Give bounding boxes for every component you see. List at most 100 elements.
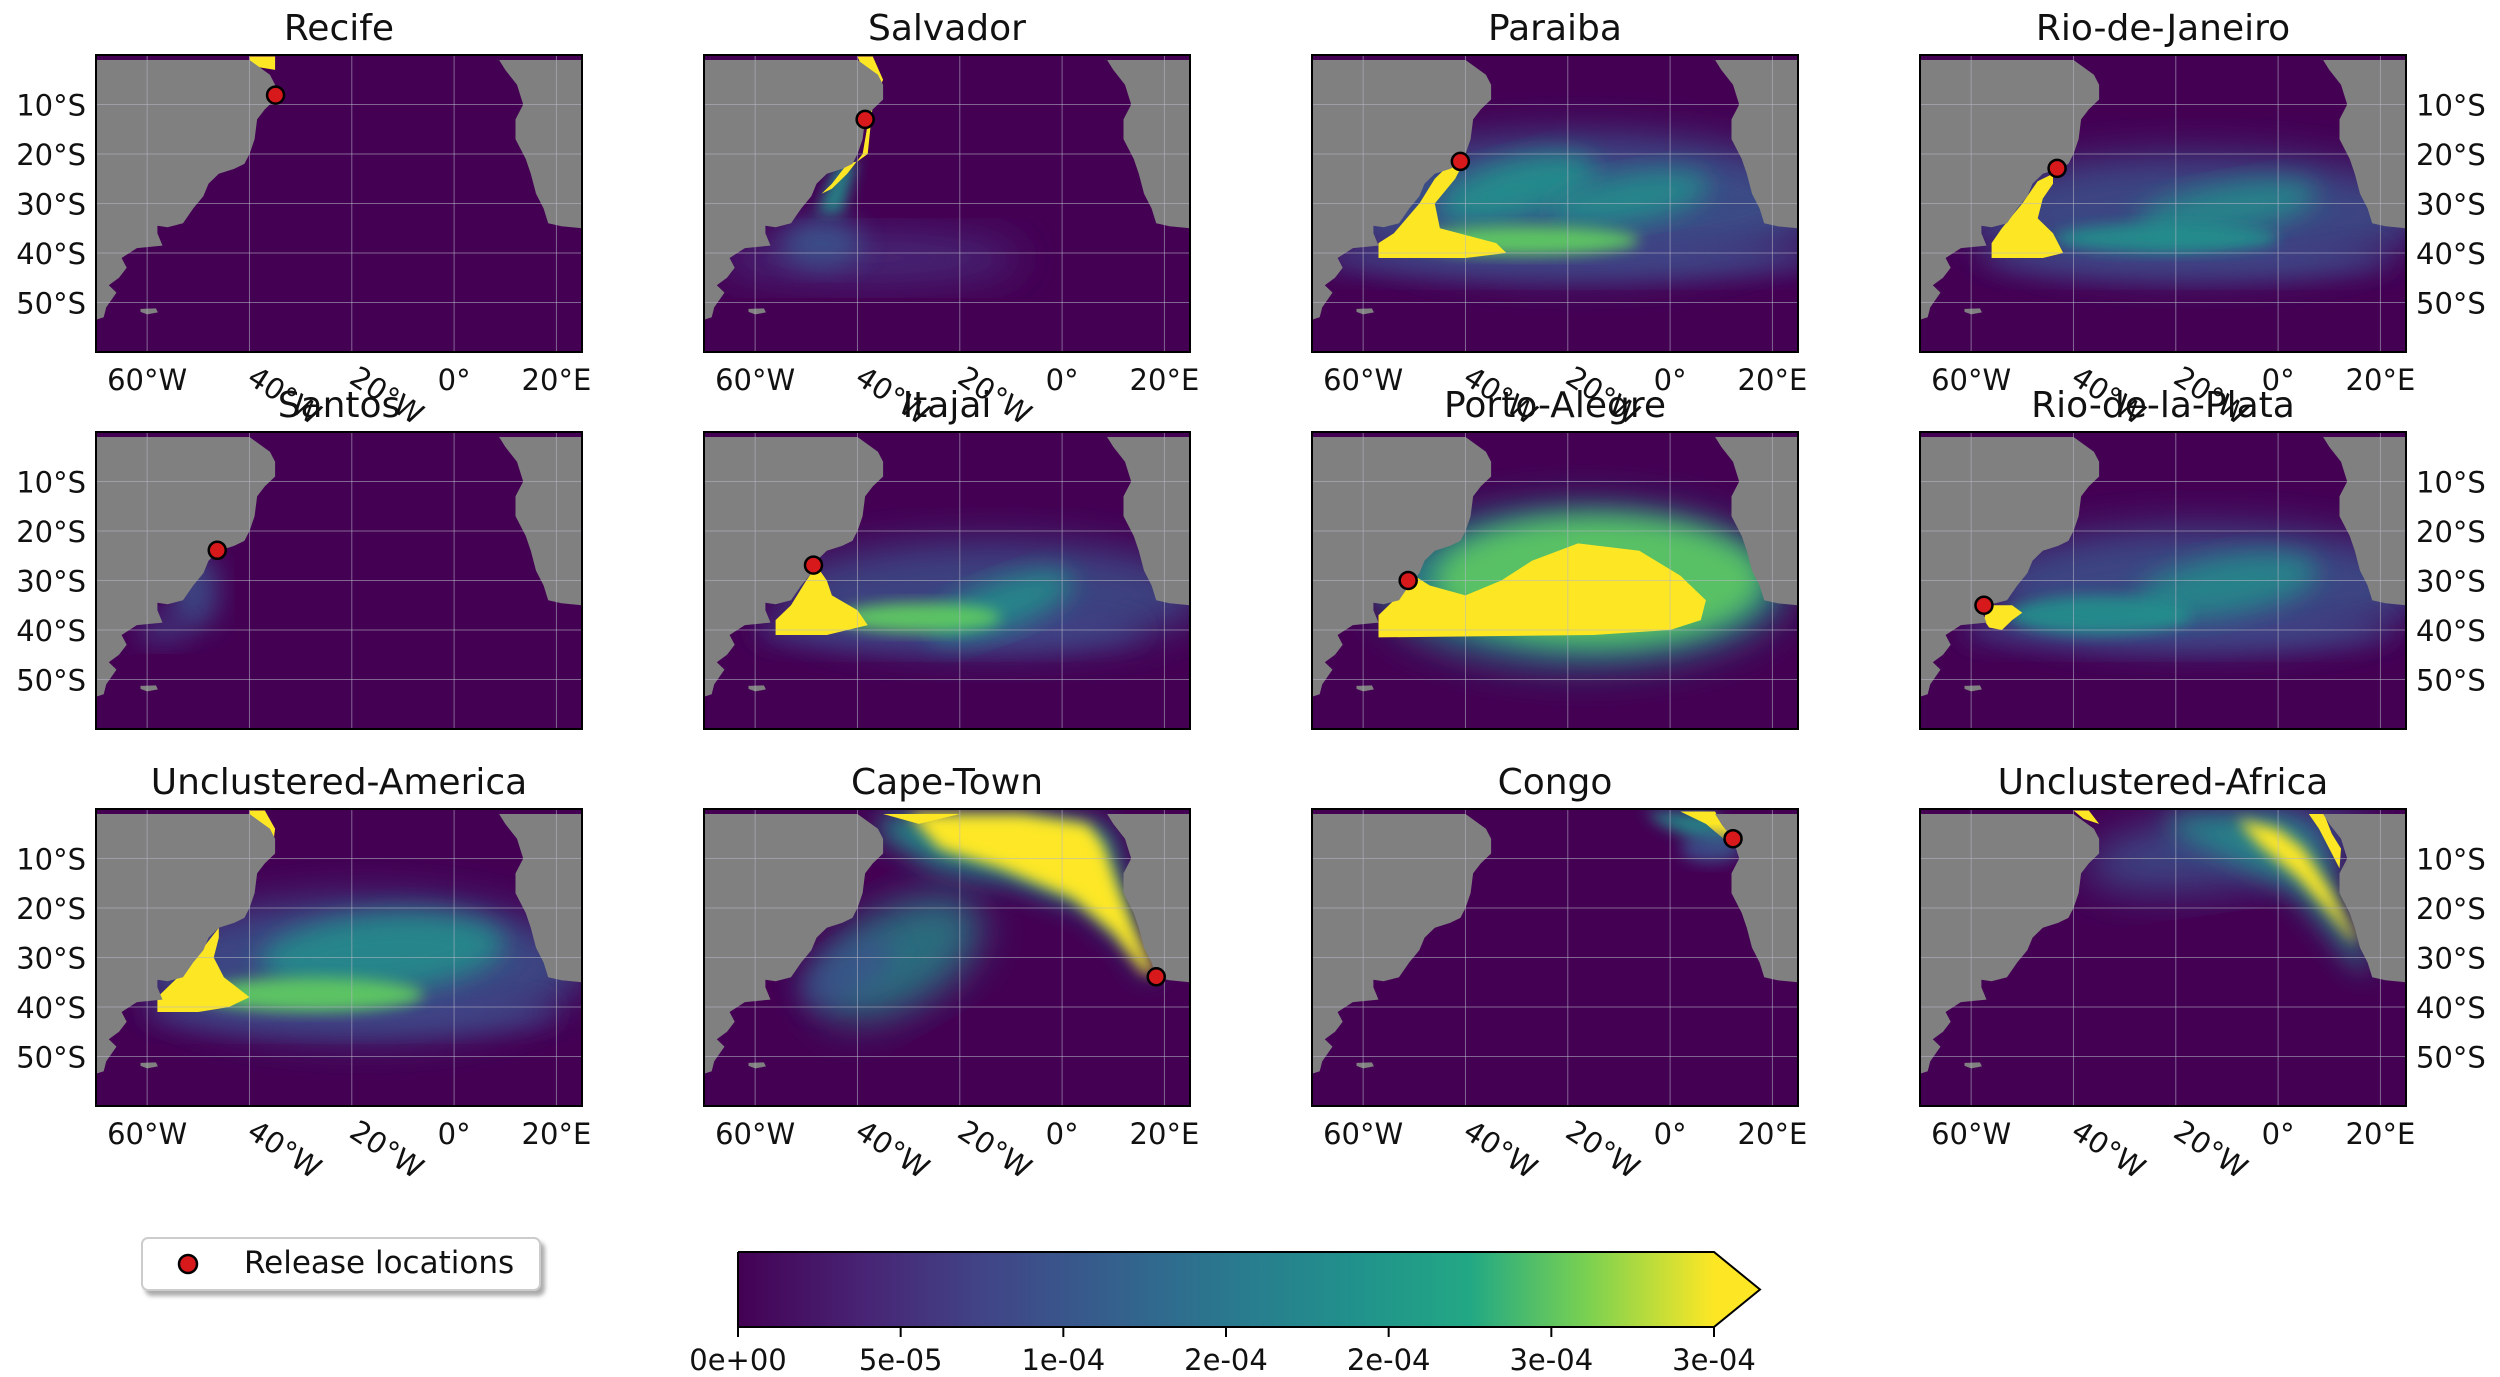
land-falkland-islands [1356,685,1374,692]
density-field [714,56,1022,283]
lat-tick-label: 20°S [16,892,86,926]
lon-tick-label: 20°E [1738,363,1808,397]
land-south-america [1920,814,2100,1074]
land-south-america [1312,437,1492,697]
land-falkland-islands [1356,1062,1374,1069]
lon-tick-label: 20°W [344,1113,430,1185]
lat-tick-label: 10°S [16,89,86,123]
map-area [1920,809,2406,1106]
panel-title: Porto-Alegre [1444,385,1666,426]
lat-tick-label: 50°S [16,1041,86,1075]
release-location-marker [1398,570,1418,591]
land-falkland-islands [140,1062,158,1069]
lon-tick-label: 40°W [850,1113,936,1185]
land-africa [1067,437,1190,606]
release-location-marker [2047,158,2067,179]
lat-tick-label: 40°S [2416,237,2486,271]
land-falkland-islands [1964,685,1982,692]
lat-tick-label: 50°S [16,287,86,321]
panel-title: Unclustered-Africa [1998,762,2329,803]
map-frame [1311,54,1799,353]
map-panels: Recife 10°S 20°S 30°S 40°S 50°S 60°W 40°W 20°W 0°… [16,8,2486,1185]
colorbar-outline [737,1251,1762,1328]
land-falkland-islands [1964,308,1982,315]
map-panel-santos: Santos 10°S 20°S 30°S 40°S 50°S [16,385,583,730]
map-area [96,809,582,1106]
lat-tick-label: 10°S [16,466,86,500]
colorbar-tick-label: 3e-04 [1672,1343,1756,1377]
land-africa [1675,814,1798,983]
legend-release-marker [177,1253,199,1275]
map-panel-itajai: Itajai [703,385,1191,730]
lon-tick-label: 0° [438,363,471,397]
map-area [704,55,1190,352]
lon-tick-label: 40°W [1458,1113,1544,1185]
land-south-america [96,60,276,320]
colorbar-tick-label: 2e-04 [1347,1343,1431,1377]
land-africa [1675,60,1798,229]
map-panel-uafrica: Unclustered-Africa 10°S 20°S 30°S 40°S 50°S 60… [1919,762,2486,1185]
lat-tick-label: 40°S [2416,614,2486,648]
land-africa [459,814,582,983]
release-location-marker [265,85,286,105]
lat-tick-label: 20°S [2416,138,2486,172]
lon-tick-label: 60°W [1323,363,1403,397]
map-frame [1919,808,2407,1107]
lat-tick-label: 40°S [16,614,86,648]
map-frame [1919,54,2407,353]
map-area [96,432,582,729]
lon-tick-label: 20°E [1130,363,1200,397]
density-field [1378,506,1788,665]
land-south-america [704,437,884,697]
panel-title: Salvador [868,8,1026,49]
lon-tick-label: 20°E [1130,1117,1200,1151]
panel-title: Itajai [903,385,992,426]
lon-tick-label: 20°E [522,363,592,397]
map-area [704,432,1190,729]
panel-title: Unclustered-America [151,762,528,803]
lat-tick-label: 50°S [16,664,86,698]
lat-tick-label: 30°S [16,188,86,222]
panel-title: Paraiba [1488,8,1622,49]
lat-tick-label: 20°S [2416,515,2486,549]
land-falkland-islands [140,685,158,692]
map-frame [703,54,1191,353]
lon-tick-label: 0° [1046,363,1079,397]
colorbar-tick-label: 2e-04 [1184,1343,1268,1377]
release-location-marker [1974,595,1994,615]
map-frame [95,54,583,353]
lon-tick-label: 20°E [2346,1117,2416,1151]
panel-title: Congo [1498,762,1613,803]
lon-tick-label: 40°W [2066,1113,2152,1185]
map-area [1920,432,2406,729]
legend-label: Release locations [244,1245,514,1281]
density-field [1644,811,1742,864]
map-frame [95,808,583,1107]
map-panel-portoalegre: Porto-Alegre [1311,385,1799,730]
lat-tick-label: 30°S [16,942,86,976]
panel-title: Rio-de-la-Plata [2031,385,2295,426]
land-africa [2283,814,2406,983]
land-falkland-islands [1964,1062,1982,1069]
map-panel-capetown: Cape-Town 60°W 40°W 20°W 0° 20°E [703,762,1200,1185]
colorbar-ticks: 0e+00 5e-05 1e-04 2e-04 2e-04 3e-04 3e-04 [689,1327,1756,1377]
density-field [249,56,276,70]
map-frame [703,808,1191,1107]
lat-tick-label: 40°S [16,991,86,1025]
density-field [2073,809,2371,973]
lat-tick-label: 40°S [16,237,86,271]
land-south-america [704,60,884,320]
colorbar-gradient [738,1252,1714,1327]
land-africa [2283,437,2406,606]
lon-tick-label: 0° [1046,1117,1079,1151]
panel-title: Recife [284,8,394,49]
lon-tick-label: 0° [2262,1117,2295,1151]
map-area [1920,55,2406,352]
colorbar-tick-label: 5e-05 [859,1343,943,1377]
land-africa [1675,437,1798,606]
land-south-america [704,814,884,1074]
